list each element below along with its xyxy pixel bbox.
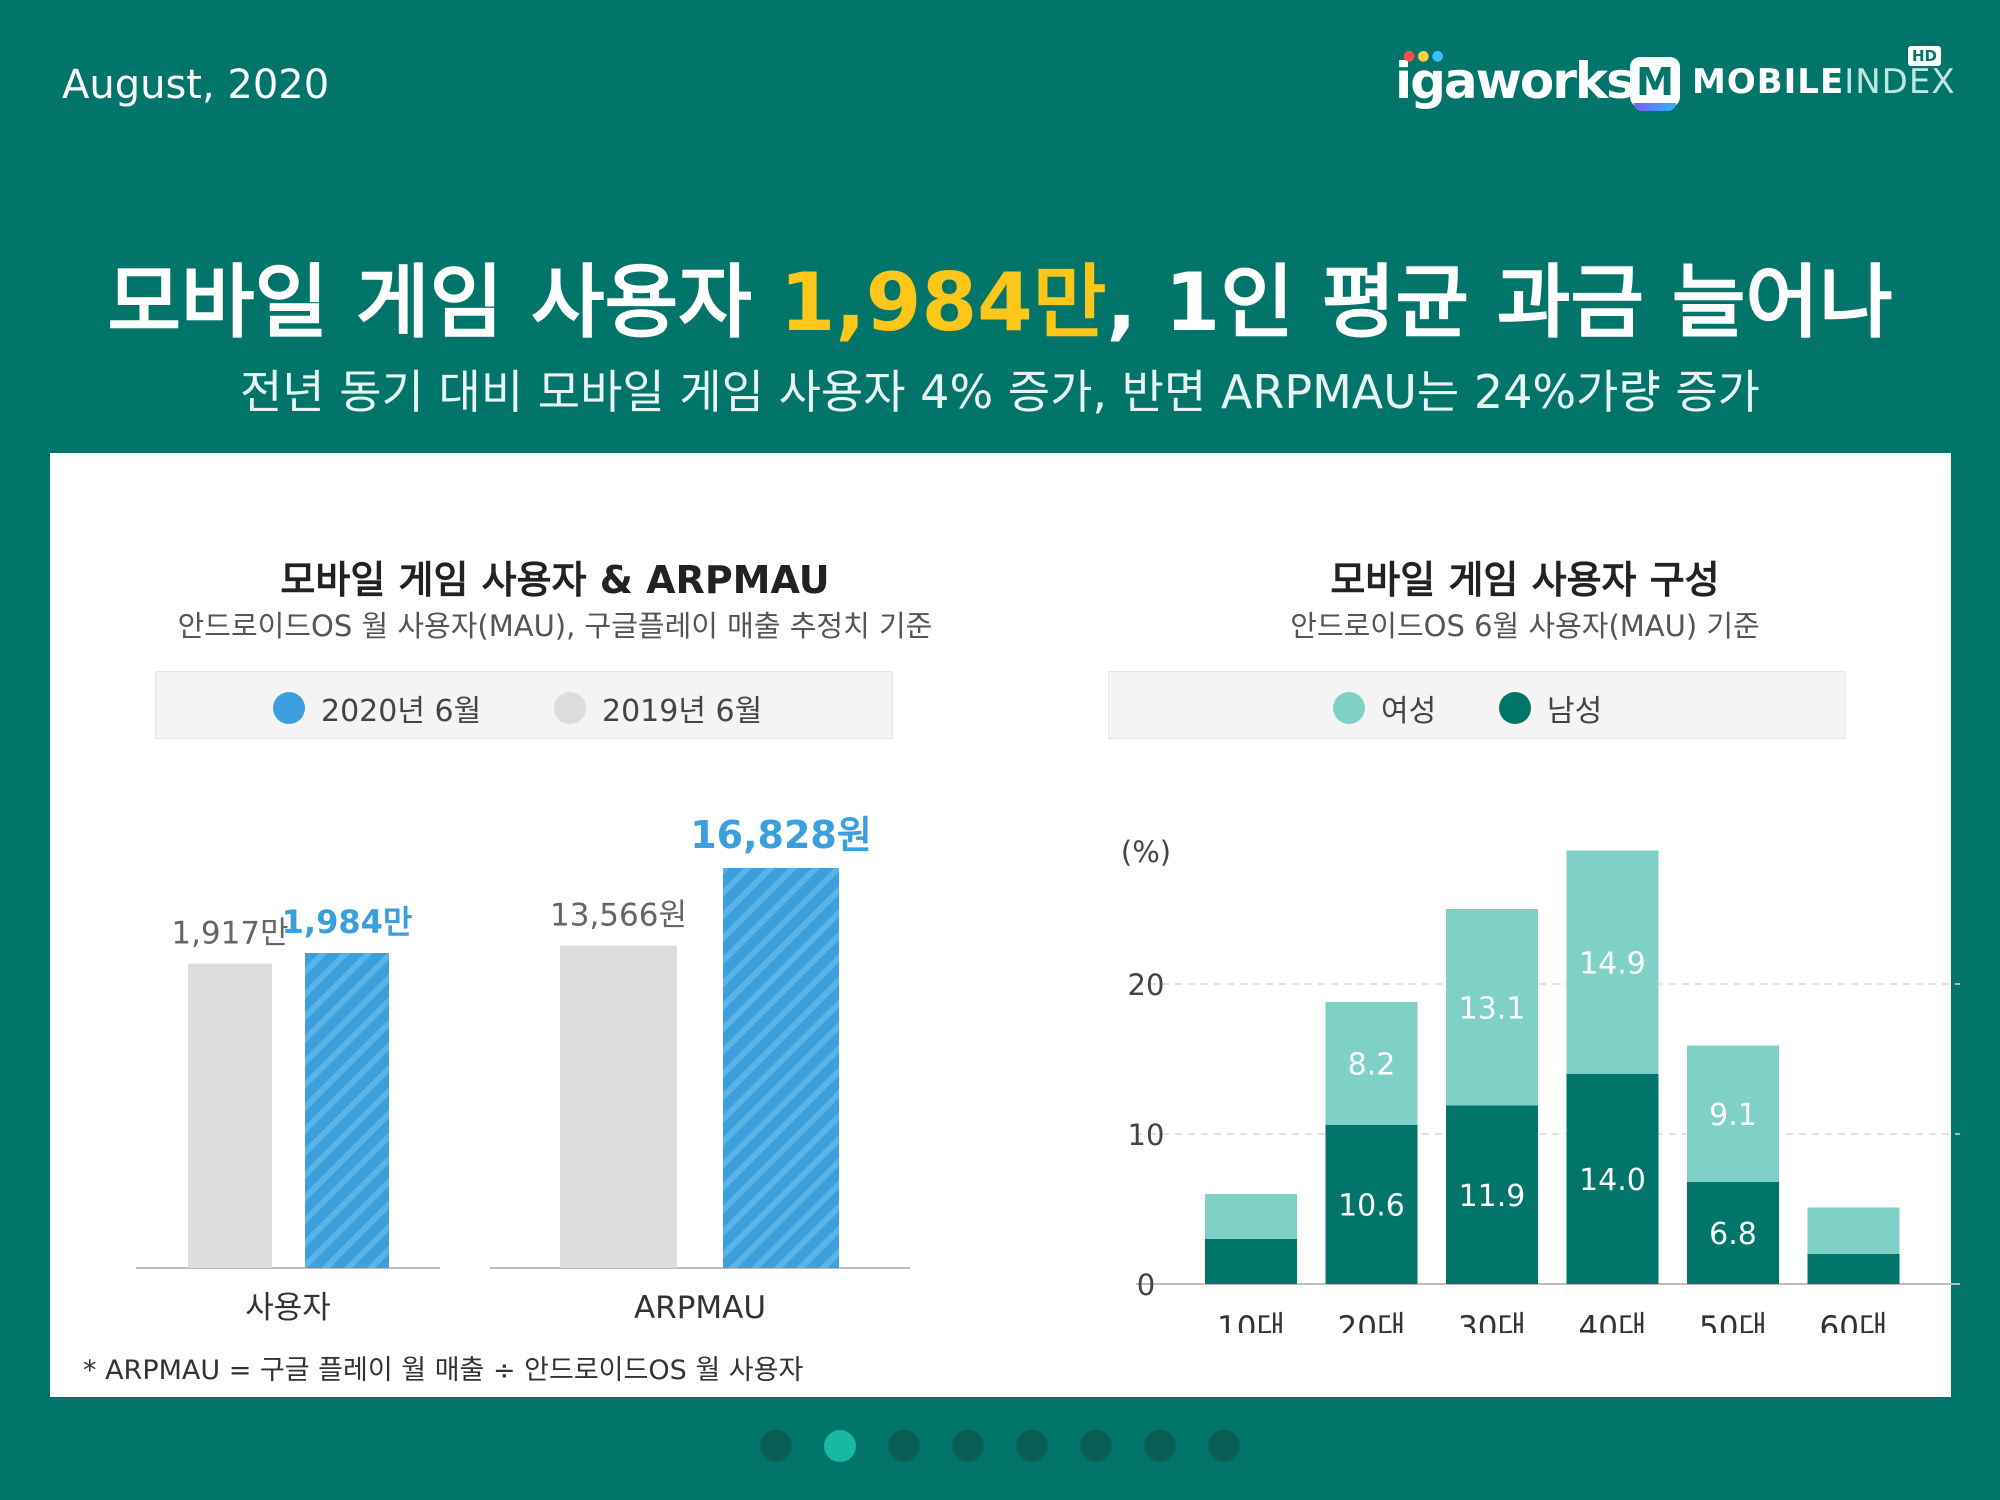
bar-female-40대 [1566, 850, 1659, 1074]
male-value-label: 10.6 [1338, 1189, 1405, 1224]
bar-male-30대 [1446, 1105, 1538, 1284]
pager-dot-4[interactable] [952, 1430, 984, 1462]
pager-dot-1[interactable] [760, 1430, 792, 1462]
left-chart-subtitle: 안드로이드OS 월 사용자(MAU), 구글플레이 매출 추정치 기준 [177, 609, 933, 643]
female-value-label: 9.1 [1709, 1098, 1757, 1133]
bar-ARPMAU-2020년 6월 [723, 868, 839, 1268]
female-value-label: 14.9 [1579, 946, 1646, 981]
mobileindex-mark-icon: M [1630, 57, 1680, 111]
right-legend: 여성 남성 [1108, 671, 1846, 739]
content-card: 모바일 게임 사용자 & ARPMAU 안드로이드OS 월 사용자(MAU), … [50, 453, 1960, 1397]
bar-value-label: 16,828원 [690, 813, 872, 857]
bar-value-label: 13,566원 [550, 898, 687, 934]
bar-male-40대 [1566, 1074, 1659, 1284]
bar-female-60대 [1807, 1207, 1900, 1254]
legend-dot-2019 [554, 692, 586, 724]
legend-dot-male [1499, 692, 1531, 724]
x-tick-label: 10대 [1217, 1310, 1285, 1333]
pager-dot-7[interactable] [1144, 1430, 1176, 1462]
bar-female-30대 [1446, 909, 1538, 1106]
legend-item-male: 남성 [1499, 686, 1602, 730]
bar-male-60대 [1807, 1254, 1900, 1284]
legend-item-2019: 2019년 6월 [554, 686, 762, 730]
bar-male-10대 [1205, 1239, 1297, 1284]
female-value-label: 13.1 [1459, 991, 1526, 1026]
bar-ARPMAU-2019년 6월 [560, 945, 677, 1268]
subheadline: 전년 동기 대비 모바일 게임 사용자 4% 증가, 반면 ARPMAU는 24… [239, 365, 1761, 419]
bar-male-20대 [1325, 1125, 1418, 1284]
bar-female-10대 [1205, 1194, 1297, 1239]
left-chart-title: 모바일 게임 사용자 & ARPMAU [280, 558, 830, 602]
category-label: 사용자 [245, 1290, 331, 1326]
male-value-label: 11.9 [1459, 1179, 1526, 1214]
legend-item-2020: 2020년 6월 [273, 686, 481, 730]
y-tick-label: 0 [1137, 1268, 1155, 1302]
bar-value-label: 1,984만 [282, 903, 413, 941]
report-date: August, 2020 [62, 62, 330, 108]
x-tick-label: 60대 [1820, 1310, 1888, 1333]
female-value-label: 8.2 [1348, 1048, 1396, 1083]
igaworks-logo: ●●● igaworks [1395, 48, 1636, 110]
bar-사용자-2019년 6월 [188, 963, 272, 1268]
x-tick-label: 40대 [1579, 1310, 1647, 1333]
headline-highlight: 1,984만 [779, 256, 1107, 349]
male-value-label: 14.0 [1579, 1163, 1646, 1198]
x-tick-label: 20대 [1338, 1310, 1406, 1333]
male-value-label: 6.8 [1709, 1217, 1757, 1252]
pager-dot-8[interactable] [1208, 1430, 1240, 1462]
legend-item-female: 여성 [1333, 686, 1436, 730]
igaworks-logo-text: igaworks [1395, 52, 1636, 110]
mobileindex-logo-text: MOBILEINDEX [1692, 62, 1956, 102]
y-tick-label: 20 [1128, 968, 1165, 1002]
y-unit-label: (%) [1121, 835, 1171, 869]
legend-dot-2020 [273, 692, 305, 724]
bar-사용자-2020년 6월 [305, 953, 389, 1268]
x-tick-label: 50대 [1699, 1310, 1767, 1333]
slide-pager [0, 1430, 2000, 1462]
footnote: * ARPMAU = 구글 플레이 월 매출 ÷ 안드로이드OS 월 사용자 [83, 1355, 804, 1386]
pager-dot-2[interactable] [824, 1430, 856, 1462]
age-gender-chart: (%) 0 10 20 10대 10.6 8.2 20대 11.9 13.1 30대 14.0 14.… [1121, 835, 1960, 1333]
bar-female-20대 [1325, 1002, 1418, 1125]
category-label: ARPMAU [634, 1290, 766, 1326]
bar-value-label: 1,917만 [171, 916, 288, 952]
right-chart-title: 모바일 게임 사용자 구성 [1330, 558, 1720, 602]
bar-male-50대 [1687, 1182, 1779, 1284]
pager-dot-5[interactable] [1016, 1430, 1048, 1462]
hd-badge: HD [1908, 46, 1942, 66]
x-tick-label: 30대 [1458, 1310, 1526, 1333]
bar-female-50대 [1687, 1045, 1779, 1182]
pager-dot-3[interactable] [888, 1430, 920, 1462]
pager-dot-6[interactable] [1080, 1430, 1112, 1462]
mobileindex-logo: M MOBILEINDEX [1630, 52, 1956, 112]
right-chart-subtitle: 안드로이드OS 6월 사용자(MAU) 기준 [1290, 609, 1760, 643]
y-tick-label: 10 [1128, 1118, 1165, 1152]
legend-dot-female [1333, 692, 1365, 724]
logo-dots-icon: ●●● [1403, 48, 1446, 64]
left-legend: 2020년 6월 2019년 6월 [155, 671, 893, 739]
headline: 모바일 게임 사용자 1,984만, 1인 평균 과금 늘어나 [107, 256, 1893, 349]
